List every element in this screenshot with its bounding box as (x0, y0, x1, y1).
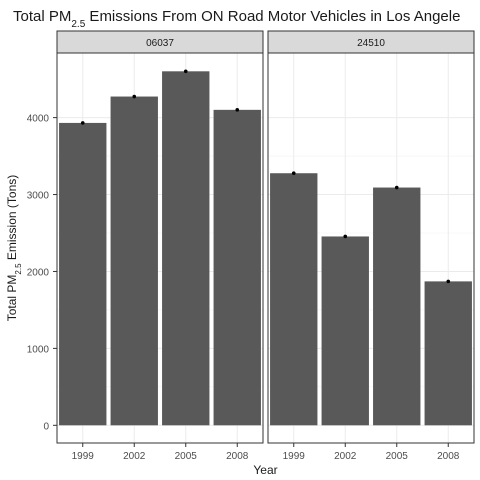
bar-top-point (291, 171, 296, 176)
facet-strip (267, 30, 475, 54)
x-tick-label: 2008 (226, 451, 249, 462)
bar-06037-2005 (162, 71, 210, 426)
y-tick-label: 3000 (27, 191, 50, 202)
x-tick-label: 2008 (437, 451, 460, 462)
bar-top-point (394, 185, 399, 190)
x-tick-label: 2002 (123, 451, 146, 462)
bar-06037-2008 (213, 109, 261, 426)
x-tick-label: 2005 (386, 451, 409, 462)
bar-24510-2008 (424, 281, 472, 426)
chart-title: Total PM2.5 Emissions From ON Road Motor… (13, 8, 460, 30)
bar-top-point (80, 121, 85, 125)
facet-panel-06037: 06037 1999 2002 2005 2008 (56, 30, 264, 462)
x-axis-label: Year (253, 463, 277, 477)
bar-top-point (446, 279, 451, 284)
bar-top-point (132, 94, 137, 99)
y-axis-label: Total PM2.5 Emission (Tons) (5, 175, 23, 322)
facet-strip-label: 24510 (357, 38, 385, 49)
bar-24510-2002 (321, 236, 369, 426)
bar-06037-1999 (59, 122, 107, 426)
x-tick-label: 2005 (175, 451, 198, 462)
bar-top-point (235, 108, 240, 112)
bar-06037-2002 (110, 96, 158, 426)
y-tick-label: 0 (43, 421, 49, 432)
x-tick-label: 2002 (334, 451, 357, 462)
y-tick-label: 2000 (27, 267, 50, 278)
facet-strip-label: 06037 (146, 38, 174, 49)
bar-24510-1999 (270, 173, 318, 426)
facet-panel-24510: 24510 1999 2002 2005 2008 (267, 30, 475, 462)
bar-top-point (343, 234, 348, 239)
bar-24510-2005 (373, 187, 421, 426)
bar-top-point (183, 69, 188, 74)
y-tick-label: 4000 (27, 114, 50, 125)
x-tick-label: 1999 (72, 451, 95, 462)
y-tick-label: 1000 (27, 344, 50, 355)
x-tick-label: 1999 (283, 451, 306, 462)
facet-strip (56, 30, 264, 54)
